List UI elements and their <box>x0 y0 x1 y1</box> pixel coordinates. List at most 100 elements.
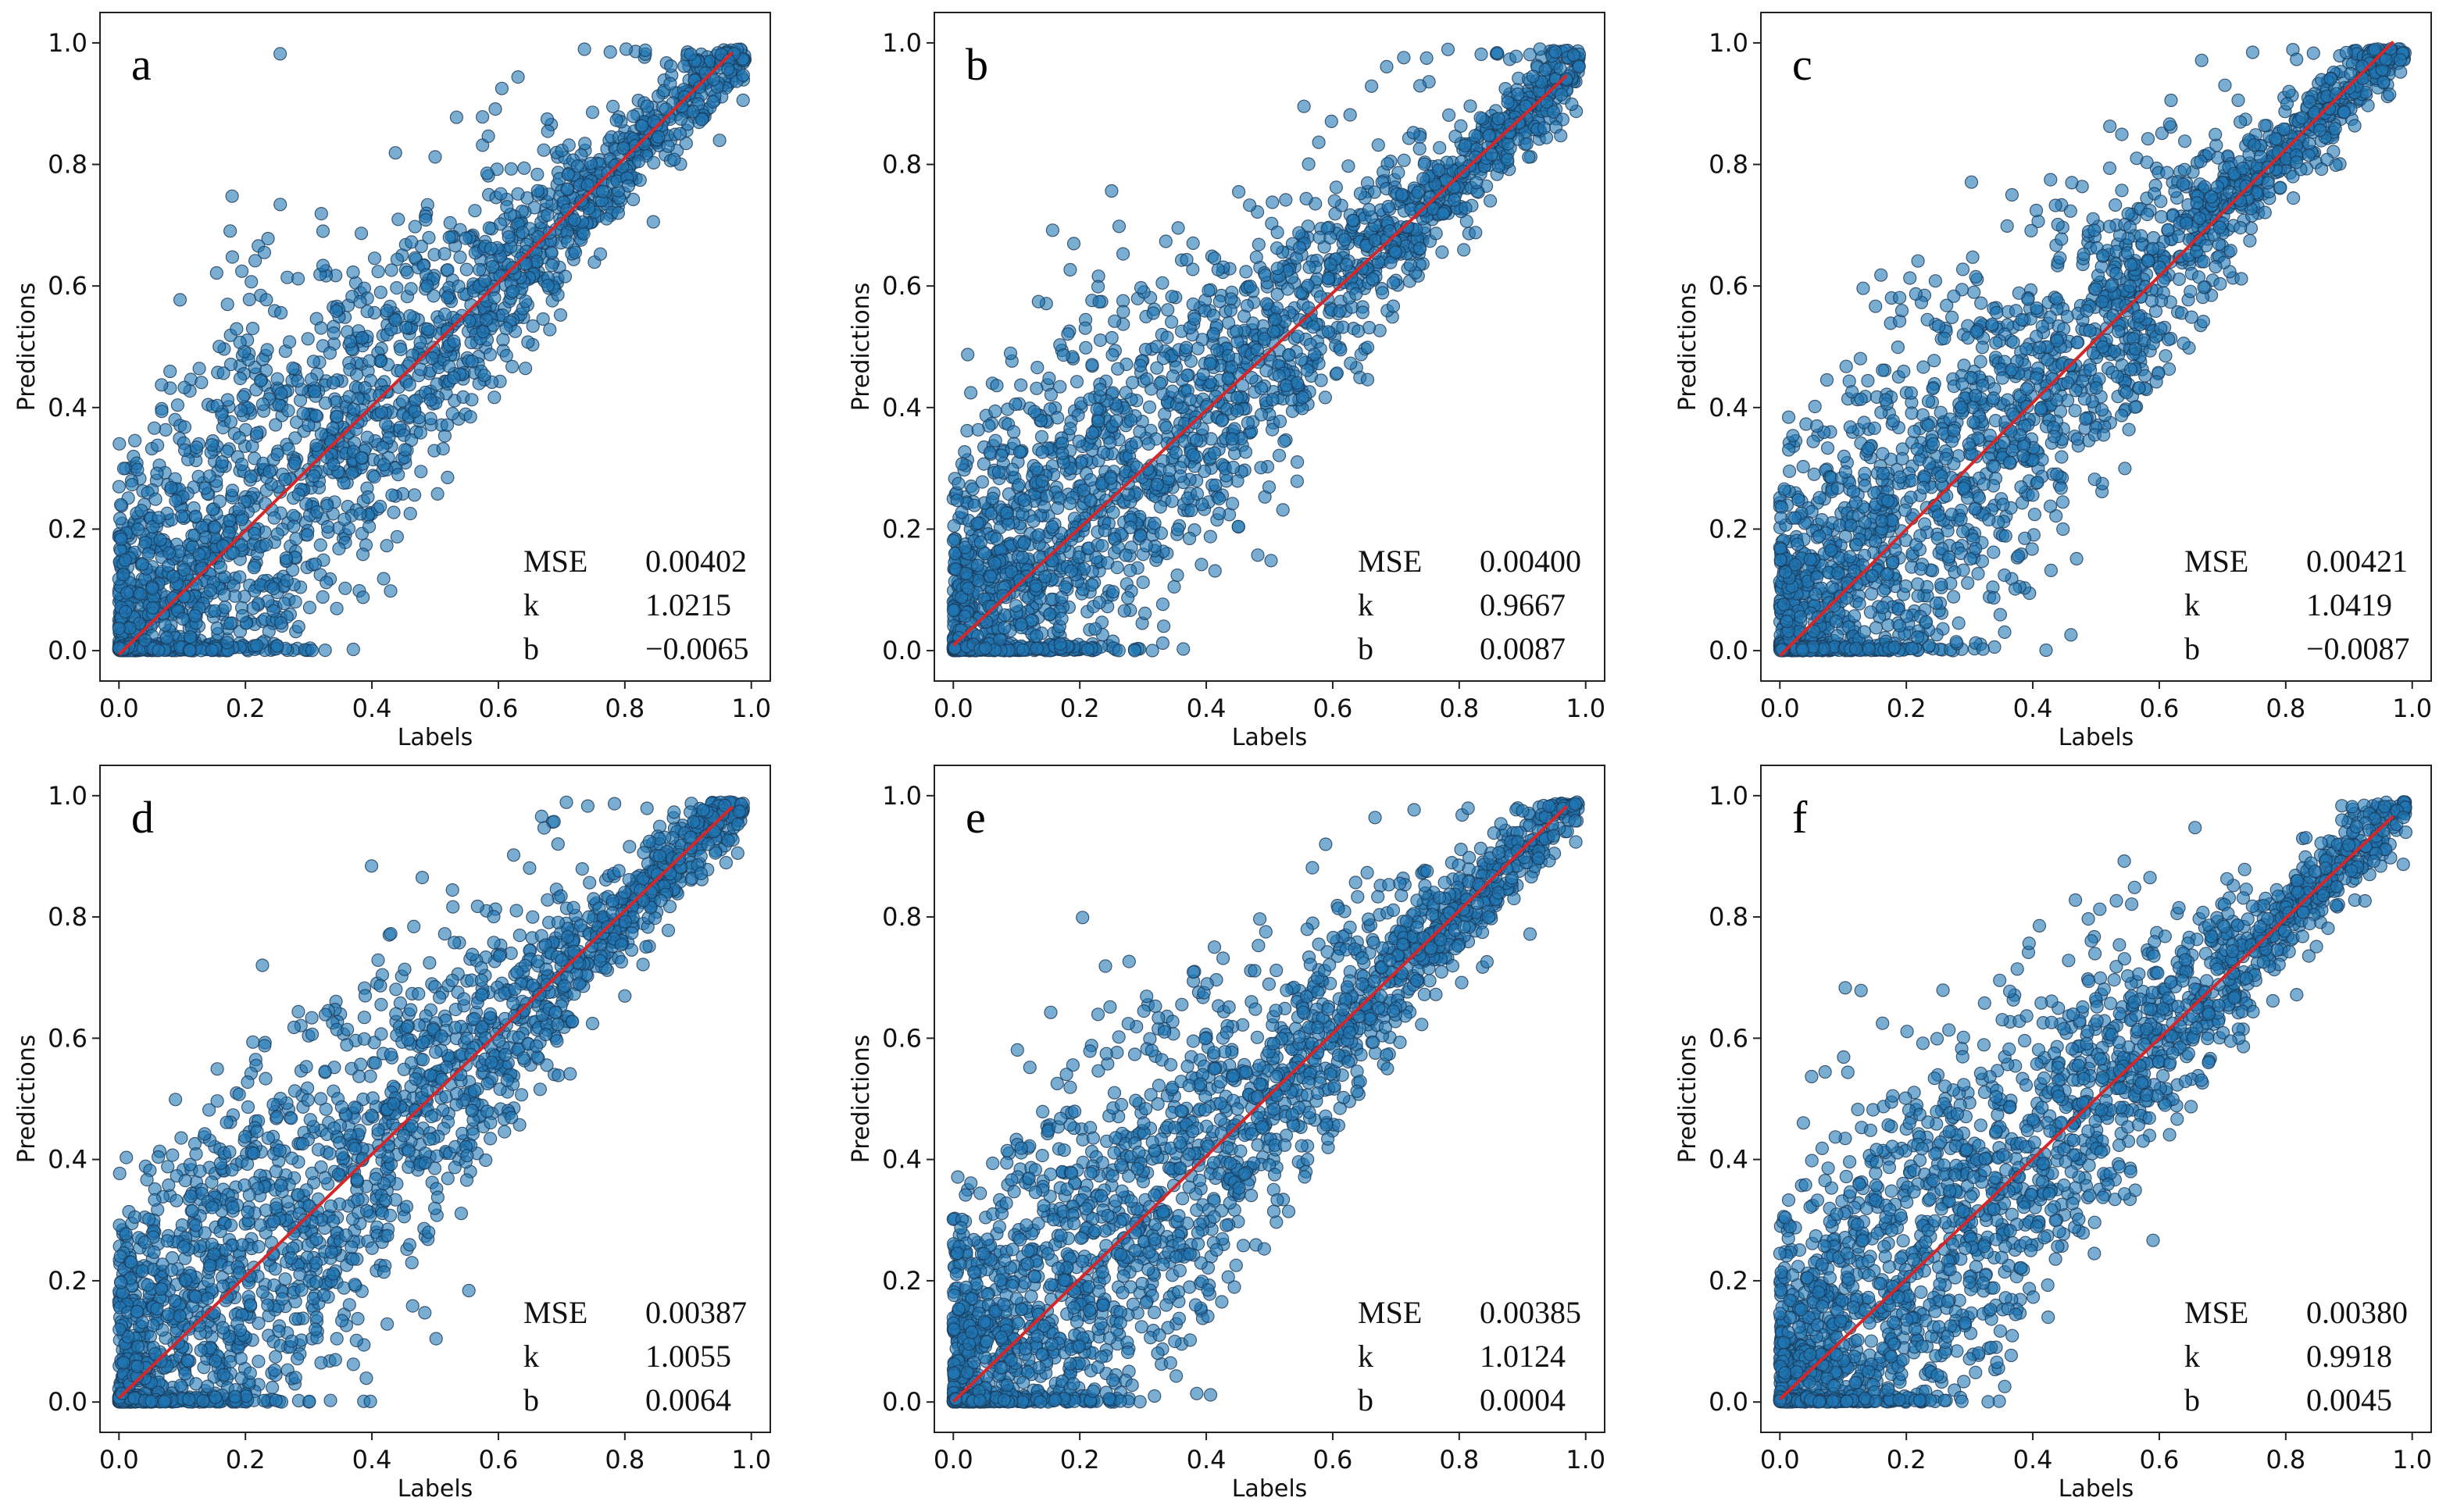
scatter-point <box>2115 127 2129 141</box>
scatter-point <box>223 513 237 528</box>
scatter-point <box>1180 368 1195 383</box>
scatter-point <box>1249 250 1263 264</box>
scatter-point <box>1380 59 1394 74</box>
y-tick-label: 0.0 <box>882 636 922 665</box>
scatter-point <box>118 553 132 567</box>
scatter-point <box>621 179 636 193</box>
scatter-point <box>1433 141 1447 155</box>
scatter-point <box>367 469 381 484</box>
scatter-point <box>153 533 167 547</box>
scatter-point <box>1533 42 1547 56</box>
panel-a: 0.0 0.2 0.4 0.6 0.8 1.00.00.20.40.60.81.0Labe… <box>13 12 771 751</box>
scatter-point <box>1244 371 1259 385</box>
scatter-point <box>371 265 385 279</box>
scatter-point <box>1183 393 1197 407</box>
scatter-point <box>305 644 319 658</box>
scatter-point <box>158 618 172 632</box>
scatter-point <box>281 404 295 418</box>
scatter-point <box>2069 551 2084 566</box>
scatter-point <box>1055 446 1070 461</box>
scatter-point <box>545 246 559 260</box>
scatter-point <box>1207 446 1222 460</box>
scatter-point <box>278 472 292 487</box>
scatter-point <box>1072 550 1086 565</box>
scatter-point <box>1230 390 1244 405</box>
scatter-point <box>1030 381 1044 395</box>
scatter-point <box>1055 590 1069 604</box>
stat-name-mse: MSE <box>523 544 587 579</box>
scatter-point <box>130 462 145 477</box>
scatter-point <box>212 340 227 354</box>
scatter-point <box>1042 371 1056 385</box>
scatter-point <box>1196 367 1210 382</box>
scatter-point <box>274 615 288 630</box>
scatter-point <box>330 409 344 423</box>
scatter-point <box>1224 360 1239 374</box>
scatter-point <box>1491 112 1505 126</box>
scatter-point <box>198 481 212 495</box>
scatter-point <box>997 621 1012 635</box>
scatter-point <box>114 532 128 547</box>
scatter-point <box>1223 303 1238 317</box>
scatter-point <box>1061 327 1075 341</box>
scatter-point <box>1030 462 1044 476</box>
scatter-point <box>164 480 178 495</box>
scatter-point <box>441 291 455 305</box>
scatter-point <box>1783 464 1797 479</box>
scatter-point <box>1299 191 1313 205</box>
scatter-point <box>220 636 234 650</box>
scatter-point <box>487 390 502 405</box>
scatter-point <box>459 262 473 276</box>
scatter-point <box>130 522 145 537</box>
scatter-point <box>706 73 721 87</box>
scatter-point <box>1134 280 1148 295</box>
x-tick-label: 0.8 <box>605 694 645 723</box>
scatter-point <box>978 641 992 655</box>
scatter-point <box>1526 70 1540 84</box>
scatter-point <box>1441 108 1456 122</box>
scatter-point <box>1070 375 1084 389</box>
scatter-point <box>987 556 1002 570</box>
scatter-point <box>1314 373 1328 387</box>
scatter-point <box>495 81 509 95</box>
scatter-point <box>373 499 387 514</box>
scatter-point <box>990 379 1004 393</box>
scatter-point <box>1241 415 1255 430</box>
scatter-point <box>483 348 498 362</box>
scatter-point <box>283 335 297 349</box>
scatter-point <box>465 393 479 407</box>
scatter-point <box>1251 548 1265 562</box>
scatter-point <box>1190 433 1204 448</box>
scatter-point <box>152 644 166 658</box>
scatter-point <box>425 351 439 366</box>
scatter-point <box>1003 346 1018 360</box>
scatter-point <box>307 384 322 398</box>
scatter-point <box>1030 361 1045 375</box>
scatter-point <box>247 561 261 575</box>
scatter-point <box>307 469 321 483</box>
scatter-point <box>1808 399 1822 414</box>
scatter-point <box>1482 128 1496 142</box>
scatter-point <box>499 322 513 336</box>
scatter-point <box>332 541 346 556</box>
scatter-point <box>1055 612 1069 626</box>
scatter-point <box>971 573 985 587</box>
scatter-point <box>1035 445 1049 459</box>
scatter-point <box>517 161 531 175</box>
scatter-point <box>1140 372 1154 386</box>
scatter-point <box>223 616 237 630</box>
scatter-point <box>1254 461 1268 475</box>
scatter-point <box>482 221 497 235</box>
scatter-point <box>1491 159 1505 173</box>
scatter-point <box>309 438 323 452</box>
scatter-point <box>1109 414 1123 428</box>
scatter-point <box>442 359 456 373</box>
scatter-point <box>1394 187 1409 201</box>
scatter-point <box>422 230 436 244</box>
x-tick-label: 0.0 <box>934 694 973 723</box>
scatter-point <box>1224 292 1238 306</box>
scatter-point <box>205 437 219 452</box>
scatter-point <box>260 343 274 357</box>
scatter-point <box>1362 202 1377 217</box>
scatter-point <box>988 404 1002 419</box>
